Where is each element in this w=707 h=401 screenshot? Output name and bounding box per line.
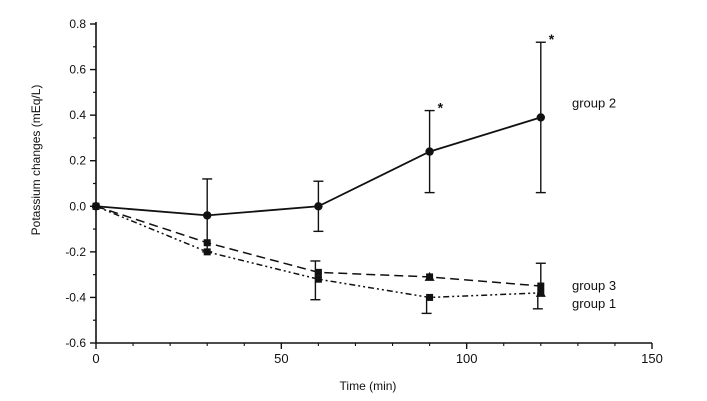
x-tick-label: 50 [274, 351, 288, 366]
chart-error-bars [202, 41, 546, 315]
group-1-line [95, 205, 541, 299]
group-1-marker [92, 202, 100, 210]
y-tick-label: 0.0 [69, 199, 86, 213]
group-1-marker [426, 293, 434, 301]
group-2-marker [314, 202, 323, 211]
group-2-marker [425, 147, 434, 156]
group-1-marker [314, 275, 322, 283]
series-label-group-1: group 1 [572, 296, 616, 311]
group-2-marker [203, 211, 212, 220]
y-tick-label: -0.2 [65, 245, 86, 259]
y-axis-label: Potassium changes (mEq/L) [29, 85, 43, 236]
chart-axes: -0.6 -0.4 -0.2 0.0 0.2 0.4 0.6 0.8 0 50 100 150 [65, 17, 663, 366]
x-tick-label: 150 [641, 351, 663, 366]
group-2-marker [536, 113, 545, 122]
y-tick-label: 0.2 [69, 154, 86, 168]
group-1-marker [203, 248, 211, 256]
series-label-group-3: group 3 [572, 278, 616, 293]
group-1-triangle-marker [424, 271, 435, 281]
y-tick-label: -0.4 [65, 290, 86, 304]
x-axis-label: Time (min) [340, 379, 397, 393]
y-tick-label: 0.6 [69, 63, 86, 77]
y-tick-label: 0.4 [69, 108, 86, 122]
x-tick-label: 0 [92, 351, 99, 366]
group-1-triangle-marker [535, 287, 546, 297]
group-3-marker [537, 282, 545, 290]
chart-labels: * * group 2 group 3 group 1 [438, 31, 616, 311]
chart-markers [91, 113, 546, 301]
y-tick-label: 0.8 [69, 17, 86, 31]
series-label-group-2: group 2 [572, 95, 616, 110]
x-tick-label: 100 [456, 351, 478, 366]
group-3-marker [203, 239, 211, 247]
y-tick-label: -0.6 [65, 336, 86, 350]
significance-marker: * [438, 100, 444, 116]
significance-marker: * [549, 31, 555, 47]
group-3-marker [314, 268, 322, 276]
